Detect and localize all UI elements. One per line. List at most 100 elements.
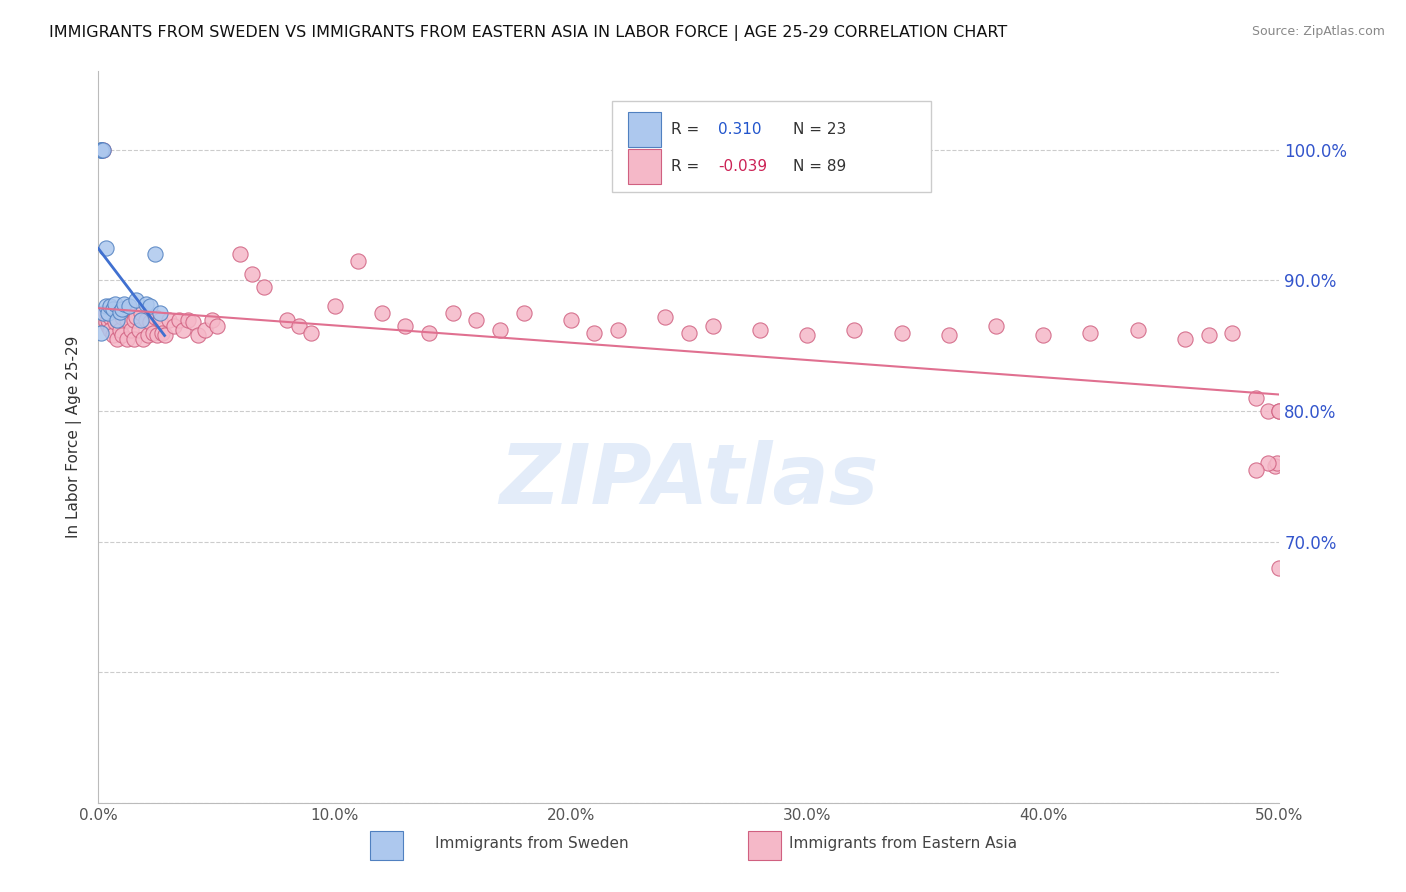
Point [122,312,145,326]
Point [1244,391,1267,405]
Point [194,323,217,337]
Point [97,306,120,320]
Point [938,328,960,343]
FancyBboxPatch shape [612,101,931,192]
Point [129,312,152,326]
Point [1198,328,1220,343]
Point [111,301,134,317]
Point [135,312,157,326]
Point [136,328,159,343]
Text: Immigrants from Eastern Asia: Immigrants from Eastern Asia [789,836,1018,851]
Point [104,315,127,329]
Point [112,301,135,317]
Point [105,332,128,346]
Point [1032,328,1054,343]
Point [139,315,162,329]
Point [91,143,114,157]
Bar [748,830,782,860]
Point [323,300,346,314]
Point [299,326,322,340]
Point [172,323,194,337]
Point [702,319,724,334]
Point [1265,456,1288,470]
Point [90,143,112,157]
Point [94,306,117,320]
Point [94,241,117,255]
Point [90,143,112,157]
Text: Source: ZipAtlas.com: Source: ZipAtlas.com [1251,25,1385,38]
Point [108,304,131,318]
Text: N = 89: N = 89 [793,159,846,174]
Point [149,306,172,320]
Point [97,319,120,334]
Point [105,312,128,326]
Point [1220,326,1243,340]
Point [583,326,606,340]
Point [121,323,143,337]
Point [607,323,630,337]
Point [139,300,162,314]
Point [187,328,209,343]
Point [115,312,138,326]
Point [125,310,148,324]
Point [654,310,676,324]
Point [984,319,1007,334]
Point [115,332,138,346]
Point [229,247,252,261]
Text: R =: R = [671,159,699,174]
Point [143,247,166,261]
Text: -0.039: -0.039 [718,159,768,174]
Point [157,312,180,326]
Point [1080,326,1102,340]
Point [91,143,114,157]
Text: N = 23: N = 23 [793,122,846,137]
Point [97,312,120,326]
Point [105,312,128,326]
Point [489,323,512,337]
Point [253,280,276,294]
Point [98,300,121,314]
Point [98,323,121,337]
Point [560,312,582,326]
Text: R =: R = [671,122,699,137]
Point [108,301,131,317]
Point [177,312,200,326]
Point [465,312,488,326]
Point [128,323,150,337]
Point [132,332,155,346]
Point [111,328,134,343]
Bar [370,830,404,860]
Point [276,312,298,326]
Point [118,300,141,314]
Point [150,326,173,340]
Point [890,326,912,340]
Point [104,301,127,317]
Point [796,328,818,343]
Point [94,300,117,314]
Point [347,253,370,268]
Point [678,326,700,340]
Point [163,319,186,334]
Point [101,306,124,320]
Point [371,306,394,320]
Point [129,306,152,320]
Point [1268,404,1291,418]
Point [1174,332,1197,346]
Point [1126,323,1149,337]
Text: IMMIGRANTS FROM SWEDEN VS IMMIGRANTS FROM EASTERN ASIA IN LABOR FORCE | AGE 25-2: IMMIGRANTS FROM SWEDEN VS IMMIGRANTS FRO… [49,25,1008,41]
Point [201,312,224,326]
Point [90,143,112,157]
Bar [627,112,661,147]
Point [167,312,190,326]
Point [112,297,135,311]
Point [104,297,127,311]
Point [149,312,172,326]
Point [118,301,141,317]
Point [1257,404,1279,418]
Point [153,328,176,343]
Point [288,319,311,334]
Point [394,319,416,334]
Point [1264,458,1286,473]
Point [143,310,166,324]
Point [125,293,148,307]
